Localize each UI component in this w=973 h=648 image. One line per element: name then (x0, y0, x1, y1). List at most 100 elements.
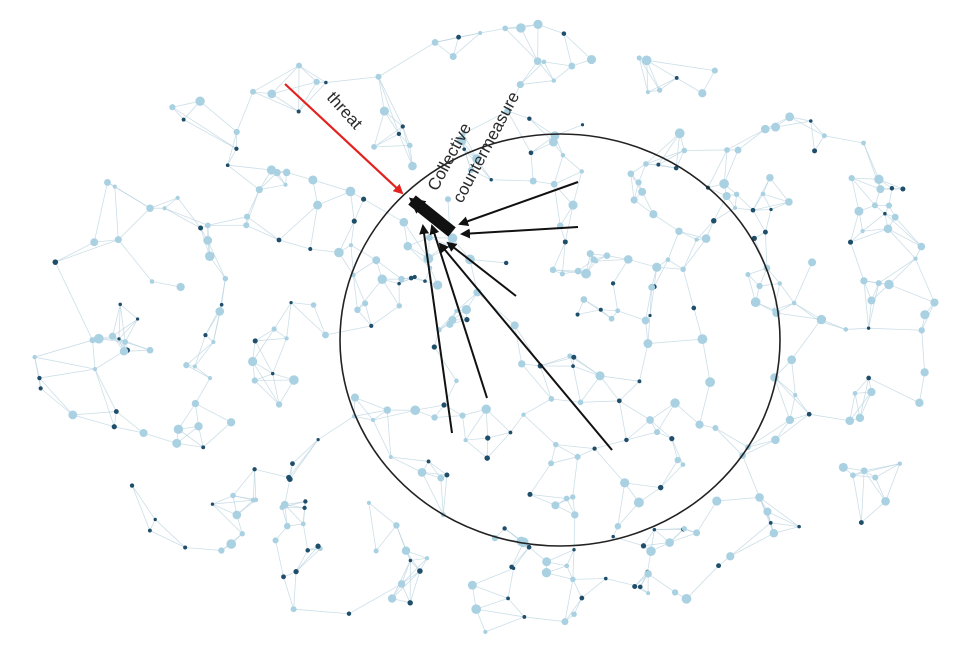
network-node (797, 524, 801, 529)
network-node (550, 180, 558, 188)
network-edge (572, 578, 606, 580)
network-edge (118, 304, 121, 339)
network-edge (194, 334, 206, 367)
network-edge (252, 328, 275, 362)
network-node (461, 304, 472, 315)
network-edge (368, 502, 377, 551)
network-edge (599, 375, 620, 402)
network-edge (259, 184, 286, 191)
network-node (104, 178, 111, 186)
network-node (454, 378, 459, 384)
network-edge (537, 60, 555, 81)
network-edge (55, 239, 119, 263)
network-edge (850, 230, 863, 243)
network-node (883, 211, 887, 216)
network-node (361, 196, 367, 202)
member-arrow (419, 224, 453, 434)
network-node (195, 96, 205, 106)
network-node (897, 461, 903, 466)
network-node (169, 104, 176, 111)
network-edge (791, 359, 796, 396)
network-edge (851, 177, 881, 190)
network-edge (149, 519, 156, 531)
network-edge (185, 547, 222, 551)
network-edge (178, 428, 204, 448)
network-node (592, 446, 597, 451)
network-node (275, 401, 283, 408)
network-node (733, 205, 738, 210)
network-node (681, 525, 687, 532)
network-node (843, 327, 849, 332)
network-edge (513, 546, 530, 569)
network-node (528, 150, 534, 156)
network-edge (619, 400, 651, 421)
network-node (526, 544, 532, 550)
network-node (370, 417, 376, 423)
network-node (248, 356, 258, 367)
network-node (872, 474, 879, 481)
network-edge (735, 207, 754, 211)
network-node (637, 584, 643, 590)
network-edge (186, 364, 211, 379)
network-edge (409, 570, 421, 603)
network-edge (794, 394, 810, 415)
network-edge (626, 419, 651, 441)
network-node (324, 80, 328, 85)
network-edge (529, 118, 554, 143)
network-node (219, 302, 224, 307)
network-edge (485, 408, 511, 433)
network-edge (752, 201, 789, 211)
network-edge (715, 427, 749, 448)
network-edge (646, 59, 715, 72)
network-edge (612, 259, 629, 284)
network-edge (298, 82, 327, 112)
network-edge (730, 532, 775, 557)
network-node (763, 507, 772, 516)
network-edge (176, 426, 199, 444)
network-node (403, 241, 412, 251)
network-node (649, 210, 658, 219)
network-edge (485, 616, 525, 633)
network-edge (759, 283, 780, 287)
network-node (191, 399, 200, 408)
network-node (640, 543, 647, 549)
network-node (570, 576, 576, 583)
network-node (571, 611, 577, 618)
network-node (623, 255, 633, 264)
network-edge (207, 240, 226, 279)
network-node (712, 424, 719, 431)
network-edge (381, 279, 400, 307)
network-node (472, 154, 482, 164)
network-node (310, 302, 317, 308)
network-node (860, 277, 868, 285)
network-edge (452, 32, 481, 57)
network-edge (667, 259, 684, 270)
network-node (481, 404, 491, 414)
network-node (681, 147, 688, 154)
network-edge (407, 245, 431, 269)
network-edge (775, 413, 810, 441)
network-node (785, 198, 793, 206)
network-node (920, 368, 929, 377)
network-edge (564, 205, 574, 243)
network-edge (271, 81, 317, 95)
network-node (454, 309, 459, 314)
network-node (611, 534, 615, 539)
network-node (232, 510, 242, 520)
network-edge (850, 211, 860, 243)
network-edge (736, 194, 754, 211)
network-edge (793, 302, 820, 322)
network-node (646, 416, 654, 424)
network-edge (325, 76, 379, 83)
network-node (444, 196, 451, 203)
network-node (586, 54, 597, 65)
network-edge (232, 469, 255, 496)
network-edge (353, 199, 364, 222)
network-node (624, 437, 629, 443)
network-node (635, 179, 642, 186)
network-node (766, 173, 774, 182)
network-node (860, 467, 868, 475)
network-edge (854, 377, 869, 394)
network-edge (290, 302, 326, 336)
network-edge (850, 228, 889, 243)
